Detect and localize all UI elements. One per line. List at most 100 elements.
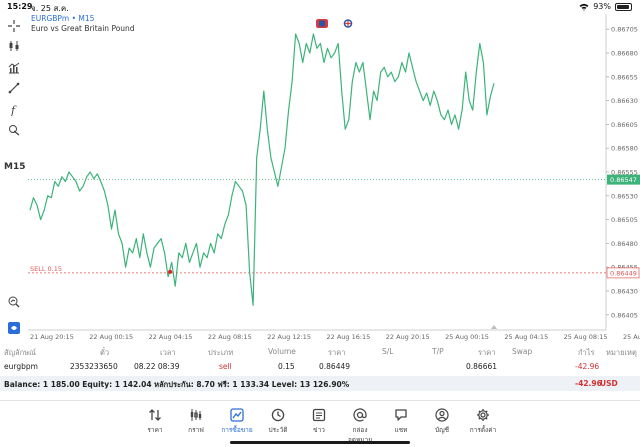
nav-mailbox[interactable]: กล่องจดหมาย <box>342 408 378 445</box>
positions-table-header: สัญลักษณ์ ตั๋ว เวลา ประเภท Volume ราคา S… <box>0 345 640 358</box>
nav-account[interactable]: บัญชี <box>424 408 460 435</box>
price-point <box>327 47 328 49</box>
x-tick-label: 22 Aug 12:15 <box>267 333 311 341</box>
col-ticket: ตั๋ว <box>100 348 110 357</box>
price-point <box>118 233 119 235</box>
x-tick-label: 22 Aug 20:15 <box>386 333 430 341</box>
x-tick-label: 22 Aug 00:15 <box>89 333 133 341</box>
position-row[interactable]: eurgbpm 2353233650 08.22 08:39 sell 0.15… <box>0 360 640 374</box>
price-point <box>174 285 176 287</box>
price-point <box>444 119 445 121</box>
current-price-label: 0.86547 <box>610 176 637 184</box>
price-point <box>341 90 343 92</box>
price-point <box>458 128 459 130</box>
row-type: sell <box>219 362 232 371</box>
col-comment: หมายเหตุ <box>606 348 637 357</box>
symbol-label[interactable]: EURGBPm • M15 <box>31 14 95 23</box>
x-tick-label: 25 Aug 16:15 <box>623 333 640 341</box>
price-point <box>398 76 399 78</box>
price-point <box>82 185 84 187</box>
function-icon[interactable]: f <box>6 102 22 118</box>
price-point <box>263 90 265 92</box>
current-price-tag <box>607 174 640 185</box>
price-point <box>412 66 413 68</box>
price-point <box>436 100 438 101</box>
account-icon <box>435 408 449 422</box>
price-point <box>298 43 300 44</box>
status-right: 93% <box>579 2 632 11</box>
price-point <box>245 204 247 206</box>
nav-chat[interactable]: แชท <box>383 408 419 435</box>
y-tick-label: 0.86480 <box>611 240 638 248</box>
shapes-icon[interactable] <box>6 122 22 138</box>
indicators-icon[interactable] <box>6 60 22 76</box>
price-point <box>472 109 474 111</box>
mailbox-icon <box>353 408 367 422</box>
price-point <box>114 209 116 211</box>
price-point <box>344 128 346 130</box>
price-point <box>330 57 332 59</box>
price-point <box>93 178 95 180</box>
total-profit: -42.96 <box>575 379 602 388</box>
price-point <box>228 214 229 216</box>
price-point <box>89 171 91 173</box>
price-point <box>242 190 243 192</box>
price-point <box>68 171 70 173</box>
price-point <box>135 238 137 240</box>
one-click-trading-icon[interactable] <box>6 320 22 336</box>
history-icon <box>271 408 285 422</box>
price-point <box>111 228 112 230</box>
price-point <box>490 95 491 97</box>
objects-icon[interactable] <box>6 80 22 96</box>
y-tick-label: 0.86580 <box>611 145 638 153</box>
trade-icon <box>230 408 244 422</box>
nav-quotes[interactable]: ราคา <box>137 408 173 435</box>
price-point <box>284 147 286 149</box>
price-point <box>57 185 59 187</box>
price-point <box>199 266 201 268</box>
nav-settings[interactable]: การตั้งค่า <box>465 408 501 435</box>
col-swap: Swap <box>512 347 533 356</box>
nav-news[interactable]: ข่าว <box>301 408 337 435</box>
zoom-icon[interactable] <box>6 294 22 310</box>
nav-trade-label: การซื้อขาย <box>221 426 253 434</box>
price-point <box>422 100 424 101</box>
x-tick-label: 21 Aug 20:15 <box>30 333 74 341</box>
price-point <box>362 62 364 63</box>
price-point <box>65 181 66 182</box>
timeframe-button[interactable]: M15 <box>4 162 26 172</box>
y-tick-label: 0.86630 <box>611 97 638 105</box>
order-price-tag <box>606 267 640 279</box>
status-time: 15:29 <box>7 2 33 11</box>
gb-flag-icon <box>343 19 353 28</box>
price-point <box>43 209 45 211</box>
nav-history[interactable]: ประวัติ <box>260 408 296 435</box>
price-point <box>348 119 350 121</box>
bottom-navigation: ราคา กราฟ การซื้อขาย ประวัติ ข่าว กล่องจ… <box>0 400 640 447</box>
crosshair-icon[interactable] <box>6 18 22 34</box>
col-symbol: สัญลักษณ์ <box>4 348 37 357</box>
x-tick-label: 22 Aug 08:15 <box>208 333 252 341</box>
price-point <box>189 262 190 263</box>
row-price: 0.86661 <box>466 362 498 371</box>
account-summary-bar: Balance: 1 185.00 Equity: 1 142.04 หลักป… <box>0 376 640 391</box>
row-profit: -42.96 <box>575 362 600 371</box>
price-point <box>171 262 173 263</box>
price-point <box>465 71 467 73</box>
col-open-price: ราคา <box>328 348 346 357</box>
row-ticket: 2353233650 <box>70 362 118 371</box>
price-point <box>337 43 339 44</box>
price-chart[interactable]: 0.86705 0.86680 0.86655 0.86630 0.86605 0.865… <box>28 14 640 341</box>
nav-charts[interactable]: กราฟ <box>178 408 214 435</box>
price-point <box>419 90 420 92</box>
price-point <box>270 157 272 159</box>
nav-charts-label: กราฟ <box>188 426 204 434</box>
candlestick-icon[interactable] <box>6 38 22 54</box>
price-point <box>401 62 403 63</box>
price-point <box>107 204 109 206</box>
col-sl: S/L <box>382 347 394 356</box>
col-price: ราคา <box>478 348 496 357</box>
col-volume: Volume <box>268 347 296 356</box>
balance-summary: Balance: 1 185.00 Equity: 1 142.04 หลักป… <box>4 380 350 389</box>
nav-trade[interactable]: การซื้อขาย <box>219 408 255 435</box>
